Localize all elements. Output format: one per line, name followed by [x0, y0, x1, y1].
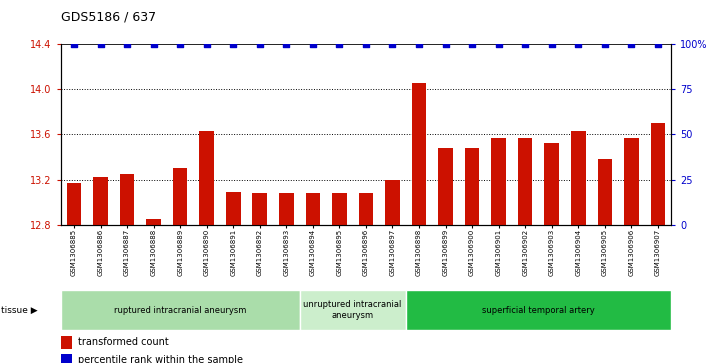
- Bar: [465, 148, 479, 225]
- Bar: [61, 290, 300, 330]
- Point: [520, 41, 531, 46]
- Point: [254, 41, 266, 46]
- Point: [201, 41, 212, 46]
- Bar: [226, 192, 241, 225]
- Bar: [385, 180, 400, 225]
- Point: [148, 41, 159, 46]
- Point: [360, 41, 371, 46]
- Text: tissue ▶: tissue ▶: [1, 306, 37, 315]
- Point: [69, 41, 80, 46]
- Bar: [61, 354, 71, 363]
- Bar: [279, 193, 293, 225]
- Bar: [650, 123, 665, 225]
- Bar: [491, 138, 506, 225]
- Point: [95, 41, 106, 46]
- Bar: [358, 193, 373, 225]
- Bar: [624, 138, 638, 225]
- Point: [281, 41, 292, 46]
- Text: GDS5186 / 637: GDS5186 / 637: [61, 11, 156, 24]
- Bar: [61, 335, 71, 348]
- Point: [440, 41, 451, 46]
- Bar: [571, 131, 585, 225]
- Bar: [406, 290, 671, 330]
- Bar: [332, 193, 347, 225]
- Text: ruptured intracranial aneurysm: ruptured intracranial aneurysm: [114, 306, 246, 315]
- Bar: [306, 193, 320, 225]
- Bar: [438, 148, 453, 225]
- Bar: [66, 183, 81, 225]
- Bar: [300, 290, 406, 330]
- Point: [333, 41, 345, 46]
- Text: transformed count: transformed count: [78, 337, 169, 347]
- Point: [228, 41, 239, 46]
- Point: [413, 41, 425, 46]
- Bar: [518, 138, 533, 225]
- Bar: [412, 83, 426, 225]
- Bar: [598, 159, 612, 225]
- Point: [625, 41, 637, 46]
- Text: percentile rank within the sample: percentile rank within the sample: [78, 355, 243, 363]
- Point: [307, 41, 318, 46]
- Point: [599, 41, 610, 46]
- Bar: [146, 219, 161, 225]
- Point: [174, 41, 186, 46]
- Bar: [199, 131, 214, 225]
- Bar: [253, 193, 267, 225]
- Bar: [120, 174, 134, 225]
- Text: superficial temporal artery: superficial temporal artery: [482, 306, 595, 315]
- Point: [466, 41, 478, 46]
- Bar: [94, 178, 108, 225]
- Text: unruptured intracranial
aneurysm: unruptured intracranial aneurysm: [303, 300, 402, 321]
- Point: [573, 41, 584, 46]
- Point: [652, 41, 663, 46]
- Point: [493, 41, 504, 46]
- Point: [121, 41, 133, 46]
- Point: [546, 41, 558, 46]
- Bar: [173, 168, 188, 225]
- Bar: [544, 143, 559, 225]
- Point: [387, 41, 398, 46]
